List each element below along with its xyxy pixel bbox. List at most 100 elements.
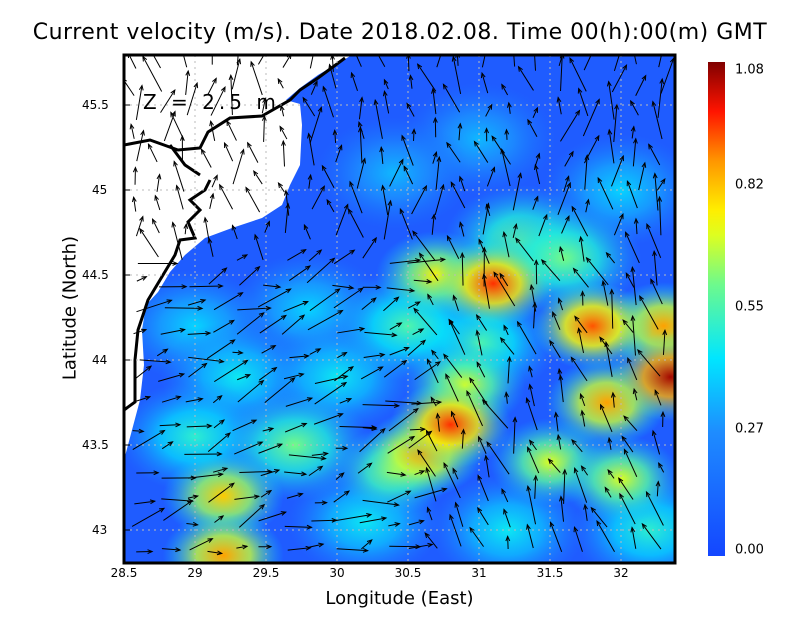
colorbar	[708, 62, 725, 556]
velocity-arrow	[604, 486, 612, 498]
velocity-arrow	[533, 163, 541, 185]
velocity-arrow	[596, 519, 615, 553]
velocity-arrow	[451, 55, 462, 95]
velocity-arrow	[443, 353, 463, 378]
velocity-arrow	[219, 183, 234, 210]
velocity-arrow	[648, 143, 661, 166]
velocity-arrow	[408, 74, 414, 89]
velocity-arrow	[480, 71, 489, 94]
velocity-arrow	[448, 318, 466, 355]
velocity-arrow	[426, 506, 433, 521]
velocity-arrow	[446, 141, 461, 163]
velocity-arrow	[516, 320, 537, 355]
velocity-arrow	[284, 202, 291, 233]
velocity-arrow	[534, 55, 537, 71]
velocity-arrow	[258, 443, 284, 454]
velocity-arrow	[662, 328, 668, 355]
velocity-arrow	[314, 500, 328, 506]
velocity-arrow	[527, 118, 538, 138]
velocity-arrow	[625, 272, 635, 288]
velocity-arrow	[459, 221, 465, 237]
velocity-arrow	[283, 189, 290, 216]
velocity-arrow	[236, 55, 239, 66]
velocity-arrow	[307, 309, 344, 331]
velocity-arrow	[289, 353, 310, 359]
velocity-arrow	[473, 140, 489, 163]
x-tick-label: 30	[329, 566, 345, 580]
velocity-arrow	[611, 154, 624, 187]
velocity-arrow	[236, 312, 265, 335]
velocity-arrow	[388, 407, 419, 432]
velocity-arrow	[411, 400, 443, 405]
velocity-arrow	[231, 58, 242, 90]
velocity-arrow	[302, 96, 316, 117]
velocity-arrow	[308, 249, 323, 262]
x-tick-label: 32	[613, 566, 629, 580]
velocity-arrow	[622, 319, 634, 333]
y-axis-label: Latitude (North)	[59, 235, 81, 381]
velocity-arrow	[129, 123, 135, 139]
velocity-arrow	[279, 104, 285, 117]
velocity-arrow	[185, 397, 204, 403]
velocity-arrow	[424, 532, 438, 549]
velocity-arrow	[208, 482, 235, 503]
chart-title: Current velocity (m/s). Date 2018.02.08.…	[32, 20, 768, 45]
velocity-arrow	[504, 128, 510, 140]
velocity-arrow	[283, 301, 309, 312]
velocity-arrow	[556, 433, 562, 450]
velocity-arrow	[484, 454, 490, 478]
velocity-arrow	[387, 490, 412, 503]
x-tick-label: 31.5	[536, 566, 564, 580]
velocity-arrow	[207, 432, 231, 453]
velocity-arrow	[136, 129, 145, 162]
velocity-arrow	[611, 64, 628, 93]
velocity-arrow	[481, 246, 487, 287]
velocity-arrow	[206, 339, 236, 360]
velocity-arrow	[333, 249, 356, 265]
y-tick-label: 45	[92, 183, 108, 197]
velocity-arrow	[349, 180, 363, 214]
velocity-arrow	[260, 489, 273, 498]
velocity-arrow	[501, 488, 509, 503]
velocity-arrow	[450, 181, 466, 209]
velocity-arrow	[347, 208, 364, 238]
velocity-arrow	[414, 361, 442, 381]
velocity-arrow	[486, 441, 510, 475]
velocity-arrow	[564, 150, 574, 167]
velocity-arrow	[139, 359, 172, 365]
velocity-arrow	[147, 143, 158, 163]
velocity-arrow	[411, 184, 428, 215]
velocity-arrow	[599, 336, 613, 355]
x-tick-label: 30.5	[394, 566, 422, 580]
velocity-arrow	[610, 391, 616, 408]
velocity-arrow	[135, 84, 144, 121]
velocity-arrow	[189, 283, 224, 289]
velocity-arrow	[458, 175, 466, 192]
velocity-arrow	[364, 331, 398, 338]
velocity-arrow	[457, 122, 463, 141]
velocity-arrow	[605, 251, 616, 264]
velocity-arrow	[339, 398, 353, 404]
velocity-arrow	[660, 410, 666, 428]
velocity-arrow	[245, 186, 261, 213]
velocity-arrow	[183, 222, 189, 235]
velocity-arrow	[154, 194, 161, 211]
velocity-arrow	[337, 326, 366, 334]
speed-hotspot	[390, 380, 512, 469]
velocity-arrow	[571, 205, 589, 237]
velocity-arrow	[211, 174, 218, 188]
velocity-arrow	[186, 81, 199, 116]
velocity-arrow	[558, 374, 564, 403]
velocity-arrow	[512, 416, 518, 454]
velocity-arrow	[556, 96, 562, 115]
velocity-arrow	[503, 508, 511, 528]
axis-ticks	[124, 104, 130, 531]
velocity-arrow	[633, 55, 637, 65]
velocity-arrow	[134, 499, 157, 505]
velocity-arrow	[160, 327, 186, 335]
velocity-arrow	[635, 74, 647, 96]
velocity-arrow	[207, 77, 217, 95]
velocity-arrow	[557, 181, 571, 215]
velocity-arrow	[389, 158, 404, 187]
